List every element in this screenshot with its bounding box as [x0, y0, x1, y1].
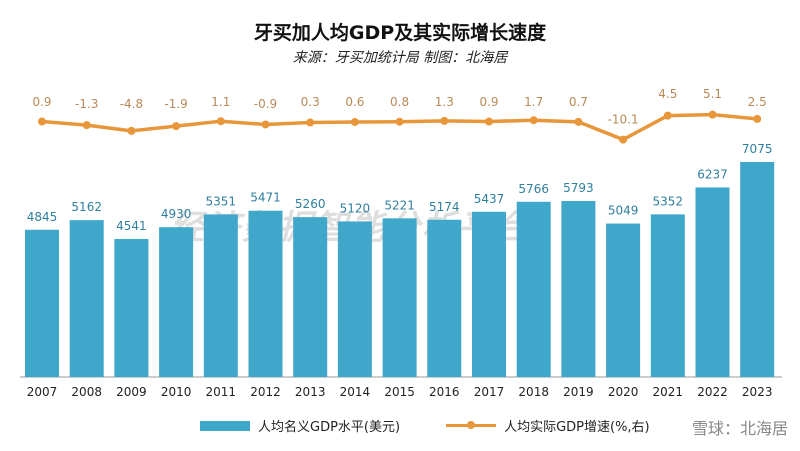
growth-point [663, 111, 672, 120]
x-tick-label: 2022 [697, 385, 728, 399]
growth-label: -10.1 [608, 113, 639, 127]
growth-point [306, 118, 315, 127]
bar [695, 187, 730, 377]
x-tick-label: 2019 [563, 385, 594, 399]
growth-label: 4.5 [658, 87, 677, 101]
bar [25, 229, 59, 377]
x-tick-label: 2007 [27, 385, 58, 399]
growth-label: 0.7 [569, 95, 588, 109]
growth-label: 1.1 [211, 95, 230, 109]
x-tick-label: 2009 [116, 385, 147, 399]
bar [516, 201, 551, 377]
bar-label: 5162 [71, 200, 102, 214]
growth-point [395, 117, 404, 126]
bar [561, 200, 596, 377]
chart-subtitle: 来源：牙买加统计局 制图：北海居 [292, 50, 508, 66]
x-tick-label: 2015 [384, 385, 415, 399]
x-tick-label: 2020 [608, 385, 639, 399]
bar [650, 214, 685, 377]
bar-label: 5049 [608, 204, 639, 218]
growth-label: 1.7 [524, 95, 543, 109]
x-tick-label: 2016 [429, 385, 460, 399]
growth-point [127, 126, 136, 135]
bar [248, 210, 283, 377]
bar [472, 211, 506, 377]
bar-label: 5351 [206, 194, 237, 208]
growth-point [216, 117, 225, 126]
bar [293, 217, 328, 377]
bar [740, 162, 775, 377]
x-tick-label: 2013 [295, 385, 326, 399]
growth-point [619, 135, 628, 144]
growth-label: 0.9 [32, 95, 51, 109]
growth-point [350, 118, 359, 127]
x-tick-label: 2011 [206, 385, 237, 399]
growth-point [574, 117, 583, 126]
growth-point [753, 114, 762, 123]
bar-label: 5221 [384, 198, 415, 212]
growth-label: 1.3 [435, 95, 454, 109]
legend-label-line: 人均实际GDP增速(%,右) [504, 420, 650, 435]
bar-label: 5260 [295, 197, 326, 211]
bar-label: 6237 [697, 167, 728, 181]
growth-point [440, 116, 449, 125]
x-tick-label: 2021 [653, 385, 684, 399]
bar-label: 4930 [161, 207, 192, 221]
x-tick-label: 2010 [161, 385, 192, 399]
bar [427, 219, 462, 377]
growth-point [485, 117, 493, 126]
bar-label: 5437 [474, 192, 505, 206]
bar-label: 5120 [340, 201, 371, 215]
bar [159, 227, 194, 377]
x-tick-label: 2012 [250, 385, 281, 399]
growth-label: 2.5 [748, 95, 767, 109]
growth-label: -4.8 [120, 97, 143, 111]
growth-label: -1.3 [75, 97, 98, 111]
growth-point [529, 116, 538, 125]
bar [69, 220, 104, 377]
chart-title: 牙买加人均GDP及其实际增长速度 [253, 22, 547, 44]
growth-point [82, 121, 91, 130]
growth-point [261, 120, 270, 129]
bar-label: 7075 [742, 142, 773, 156]
growth-label: 5.1 [703, 87, 722, 101]
legend-item-bar: 人均名义GDP水平(美元) [200, 416, 400, 435]
legend-swatch-bar [200, 420, 250, 431]
bar-label: 5352 [653, 194, 684, 208]
growth-point [38, 117, 46, 126]
legend-swatch-line [446, 421, 497, 429]
bar-label: 4541 [116, 219, 147, 233]
x-tick-label: 2018 [518, 385, 549, 399]
bar [203, 214, 238, 377]
bar [114, 239, 149, 377]
bar-label: 5471 [250, 191, 281, 205]
x-tick-label: 2014 [340, 385, 371, 399]
growth-label: -1.9 [164, 97, 187, 111]
bar-label: 4845 [27, 210, 58, 224]
bar-label: 5174 [429, 200, 460, 214]
legend-item-line: 人均实际GDP增速(%,右) [446, 416, 650, 435]
legend: 人均名义GDP水平(美元) 人均实际GDP增速(%,右) [200, 416, 696, 435]
x-tick-label: 2017 [474, 385, 505, 399]
x-tick-label: 2023 [742, 385, 773, 399]
bar-label: 5793 [563, 181, 594, 195]
legend-label-bar: 人均名义GDP水平(美元) [258, 420, 401, 435]
bar [382, 218, 417, 377]
source-mark: 雪球：北海居 [691, 419, 788, 438]
bar [337, 221, 372, 377]
bar-label: 5766 [518, 182, 549, 196]
bar [606, 223, 641, 377]
growth-point [708, 110, 717, 119]
growth-point [172, 122, 181, 131]
growth-label: 0.9 [479, 95, 498, 109]
growth-label: 0.3 [301, 95, 320, 109]
growth-label: 0.6 [345, 95, 364, 109]
growth-label: -0.9 [254, 97, 277, 111]
x-tick-label: 2008 [71, 385, 102, 399]
growth-label: 0.8 [390, 95, 409, 109]
